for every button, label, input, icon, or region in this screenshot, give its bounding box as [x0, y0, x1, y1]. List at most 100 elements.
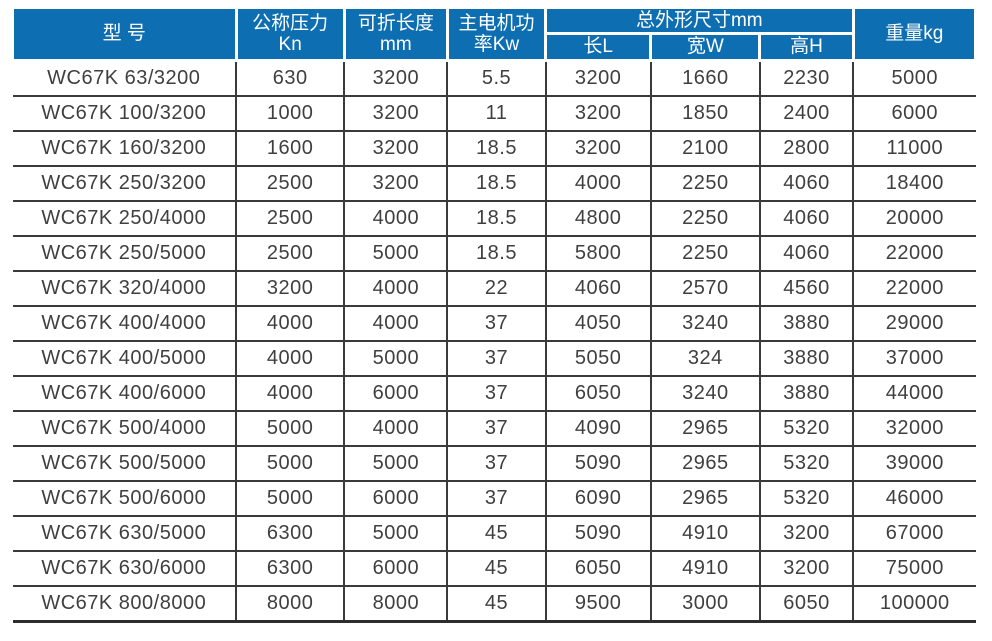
- fold-length-cell: 6000: [343, 479, 449, 517]
- fold-length-cell: 3200: [343, 59, 449, 97]
- model-cell: WC67K 800/8000: [12, 584, 238, 623]
- fold-length-cell: 5000: [343, 339, 449, 377]
- dim-width-cell: 2100: [649, 129, 761, 167]
- motor-power-cell: 37: [446, 409, 547, 447]
- dim-length-cell: 4800: [544, 199, 652, 237]
- model-cell: WC67K 400/5000: [12, 339, 238, 377]
- pressure-cell: 8000: [235, 584, 346, 623]
- model-cell: WC67K 500/5000: [12, 444, 238, 482]
- fold-length-cell: 4000: [343, 409, 449, 447]
- dim-height-cell: 6050: [758, 584, 855, 623]
- weight-cell: 39000: [852, 444, 976, 482]
- dim-length-cell: 5800: [544, 234, 652, 272]
- header-model-label: 型 号: [102, 23, 146, 45]
- motor-power-cell: 45: [446, 584, 547, 623]
- header-pressure: 公称压力 Kn: [234, 6, 346, 62]
- dim-width-cell: 2570: [649, 269, 761, 307]
- weight-cell: 18400: [852, 164, 976, 202]
- motor-power-cell: 37: [446, 444, 547, 482]
- fold-length-cell: 5000: [343, 234, 449, 272]
- weight-cell: 22000: [852, 234, 976, 272]
- fold-length-cell: 6000: [343, 549, 449, 587]
- dim-width-cell: 3240: [649, 304, 761, 342]
- header-row-sub: 长L 宽W 高H: [13, 32, 976, 62]
- model-cell: WC67K 63/3200: [12, 59, 238, 97]
- table-row: WC67K 400/6000 4000 6000 37 6050 3240 3880 4400…: [12, 374, 976, 412]
- fold-length-cell: 4000: [343, 304, 449, 342]
- fold-length-cell: 3200: [343, 164, 449, 202]
- table-row: WC67K 400/5000 4000 5000 37 5050 324 3880 37000: [12, 339, 976, 377]
- weight-cell: 32000: [852, 409, 976, 447]
- motor-power-cell: 37: [446, 304, 547, 342]
- table-row: WC67K 63/3200 630 3200 5.5 3200 1660 2230 5000: [12, 59, 976, 97]
- header-motor-power: 主电机功 率Kw: [445, 6, 548, 62]
- spec-table-container: 型 号 公称压力 Kn 可折长度 mm 主电机功 率Kw 总外形尺寸mm 重量k…: [11, 5, 978, 623]
- dim-length-cell: 3200: [544, 129, 652, 167]
- header-dim-length: 长L: [544, 32, 653, 62]
- motor-power-cell: 22: [446, 269, 547, 307]
- dim-length-cell: 6050: [544, 549, 652, 587]
- pressure-cell: 2500: [235, 164, 346, 202]
- model-cell: WC67K 630/5000: [12, 514, 238, 552]
- motor-power-cell: 37: [446, 374, 547, 412]
- spec-table-body: WC67K 63/3200 630 3200 5.5 3200 1660 2230 5000 W…: [12, 59, 976, 623]
- pressure-cell: 6300: [235, 549, 346, 587]
- dim-length-cell: 4050: [544, 304, 652, 342]
- table-row: WC67K 320/4000 3200 4000 22 4060 2570 4560 2200…: [12, 269, 976, 307]
- dim-height-cell: 5320: [758, 409, 855, 447]
- dim-height-cell: 3200: [758, 549, 855, 587]
- model-cell: WC67K 160/3200: [12, 129, 238, 167]
- model-cell: WC67K 100/3200: [12, 94, 238, 132]
- dim-width-cell: 4910: [649, 549, 761, 587]
- table-row: WC67K 250/5000 2500 5000 18.5 5800 2250 4060 22…: [12, 234, 976, 272]
- dim-width-cell: 2965: [649, 444, 761, 482]
- fold-length-cell: 4000: [343, 269, 449, 307]
- pressure-cell: 3200: [235, 269, 346, 307]
- weight-cell: 11000: [852, 129, 976, 167]
- header-dim-width: 宽W: [649, 32, 762, 62]
- fold-length-cell: 5000: [343, 444, 449, 482]
- weight-cell: 29000: [852, 304, 976, 342]
- dim-width-cell: 3240: [649, 374, 761, 412]
- weight-cell: 20000: [852, 199, 976, 237]
- dim-width-cell: 2250: [649, 164, 761, 202]
- dim-length-cell: 3200: [544, 94, 652, 132]
- table-row: WC67K 630/5000 6300 5000 45 5090 4910 3200 6700…: [12, 514, 976, 552]
- weight-cell: 5000: [852, 59, 976, 97]
- motor-power-cell: 45: [446, 514, 547, 552]
- pressure-cell: 5000: [235, 409, 346, 447]
- dim-length-cell: 4000: [544, 164, 652, 202]
- table-row: WC67K 250/4000 2500 4000 18.5 4800 2250 4060 20…: [12, 199, 976, 237]
- fold-length-cell: 3200: [343, 129, 449, 167]
- motor-power-cell: 18.5: [446, 129, 547, 167]
- header-fold-length-line2: mm: [380, 33, 412, 55]
- dim-height-cell: 4060: [758, 164, 855, 202]
- dim-width-cell: 1850: [649, 94, 761, 132]
- table-row: WC67K 800/8000 8000 8000 45 9500 3000 6050 1000…: [12, 584, 976, 623]
- pressure-cell: 6300: [235, 514, 346, 552]
- weight-cell: 44000: [852, 374, 976, 412]
- dim-length-cell: 5090: [544, 444, 652, 482]
- dim-height-cell: 2800: [758, 129, 855, 167]
- header-motor-power-line1: 主电机功: [458, 12, 535, 34]
- header-motor-power-line2: 率Kw: [473, 33, 520, 55]
- dim-length-cell: 3200: [544, 59, 652, 97]
- pressure-cell: 630: [235, 59, 346, 97]
- table-row: WC67K 160/3200 1600 3200 18.5 3200 2100 2800 11…: [12, 129, 976, 167]
- model-cell: WC67K 500/4000: [12, 409, 238, 447]
- header-row-top: 型 号 公称压力 Kn 可折长度 mm 主电机功 率Kw 总外形尺寸mm 重量k…: [11, 5, 978, 62]
- dim-height-cell: 2230: [758, 59, 855, 97]
- dim-width-cell: 324: [649, 339, 761, 377]
- weight-cell: 6000: [852, 94, 976, 132]
- dim-length-cell: 4060: [544, 269, 652, 307]
- pressure-cell: 1000: [235, 94, 346, 132]
- pressure-cell: 1600: [235, 129, 346, 167]
- motor-power-cell: 37: [446, 339, 547, 377]
- fold-length-cell: 5000: [343, 514, 449, 552]
- header-pressure-line1: 公称压力: [252, 12, 329, 34]
- table-row: WC67K 100/3200 1000 3200 11 3200 1850 2400 6000: [12, 94, 976, 132]
- pressure-cell: 5000: [235, 479, 346, 517]
- weight-cell: 46000: [852, 479, 976, 517]
- motor-power-cell: 18.5: [446, 234, 547, 272]
- pressure-cell: 2500: [235, 199, 346, 237]
